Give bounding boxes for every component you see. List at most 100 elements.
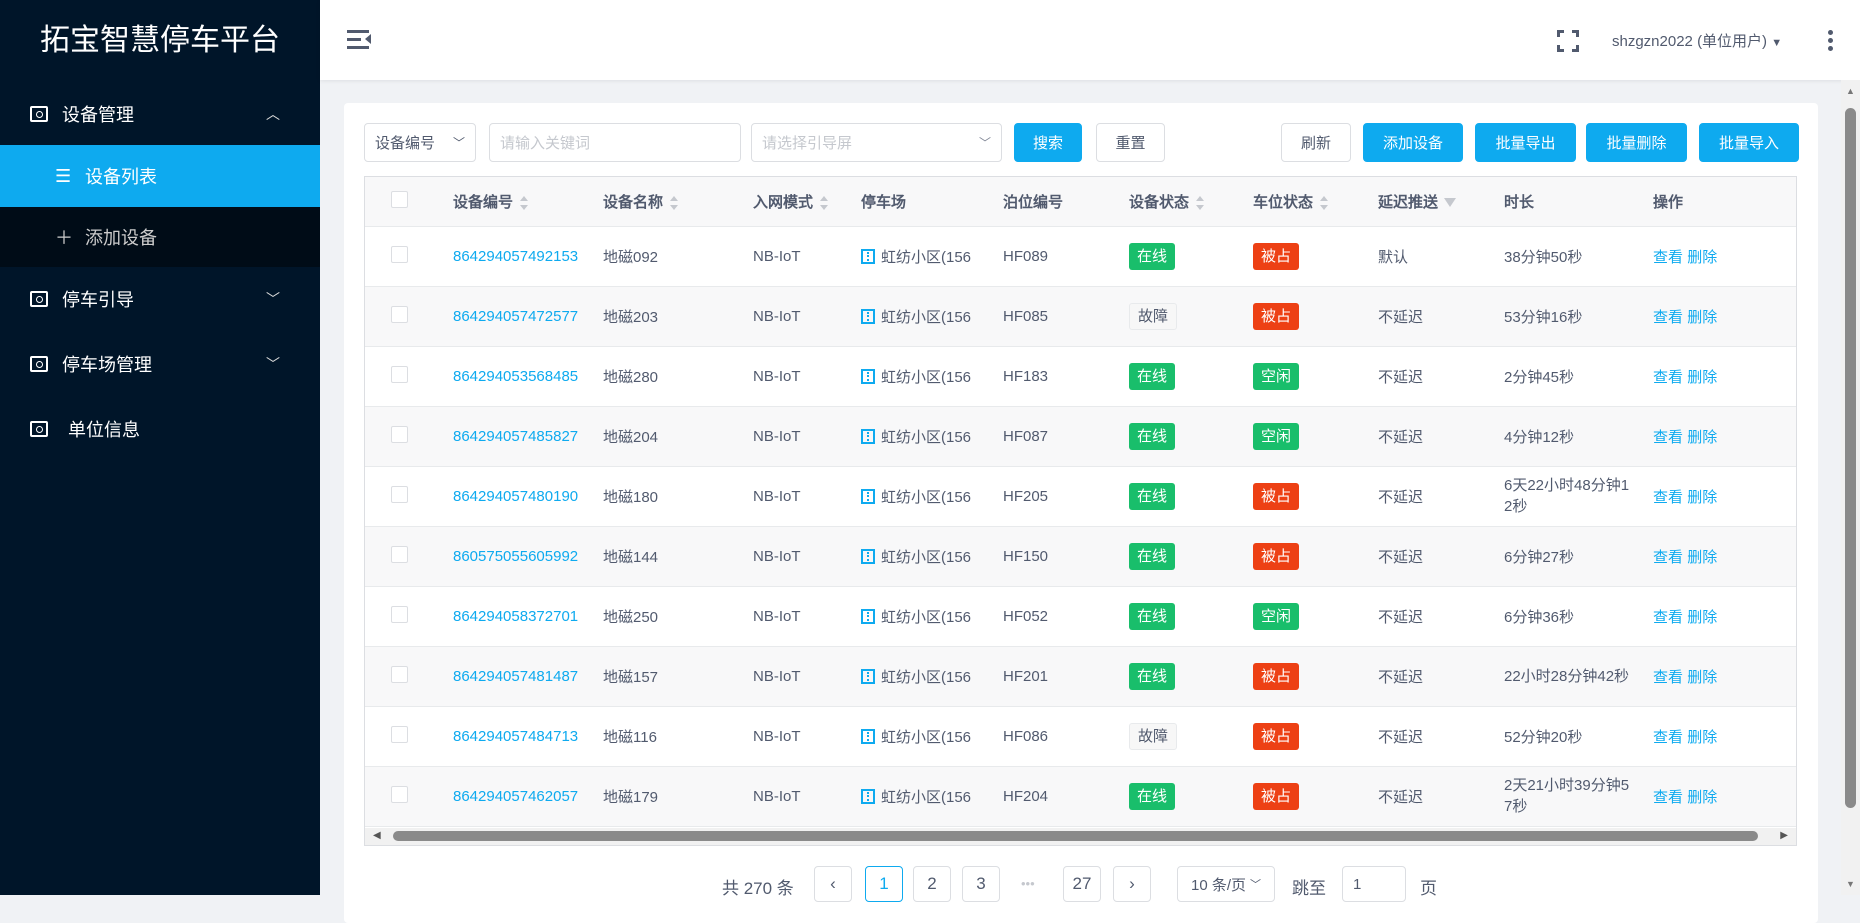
view-link[interactable]: 查看 xyxy=(1653,548,1684,566)
device-id-link[interactable]: 864294057481487 xyxy=(453,667,579,685)
device-id-link[interactable]: 864294057472577 xyxy=(453,307,579,325)
device-id-link[interactable]: 864294057462057 xyxy=(453,787,579,805)
column-header[interactable]: 入网模式 xyxy=(741,177,849,227)
search-button[interactable]: 搜索 xyxy=(1014,123,1082,162)
device-id-link[interactable]: 864294057485827 xyxy=(453,427,579,445)
scrollbar-thumb[interactable] xyxy=(1845,108,1856,808)
menu-device-management[interactable]: 设备管理 ︿ xyxy=(0,83,320,145)
row-checkbox[interactable] xyxy=(391,425,408,443)
menu-parking-lot-management[interactable]: 停车场管理 ﹀ xyxy=(0,333,320,395)
next-page-button[interactable]: › xyxy=(1113,866,1151,902)
row-checkbox[interactable] xyxy=(391,725,408,743)
scroll-up-icon[interactable]: ▲ xyxy=(1846,86,1855,96)
horizontal-scrollbar[interactable]: ◀ ▶ xyxy=(365,828,1796,845)
delete-link[interactable]: 删除 xyxy=(1687,608,1718,626)
page-button[interactable]: 2 xyxy=(913,866,951,902)
view-link[interactable]: 查看 xyxy=(1653,248,1684,266)
sort-icon[interactable] xyxy=(520,195,529,210)
vertical-scrollbar[interactable]: ▲ ▼ xyxy=(1841,80,1860,895)
sort-icon[interactable] xyxy=(820,195,829,210)
row-checkbox[interactable] xyxy=(391,365,408,383)
filter-icon[interactable] xyxy=(1444,198,1457,208)
chevron-down-icon: ﹀ xyxy=(266,291,280,307)
duration-cell: 22小时28分钟42秒 xyxy=(1492,646,1641,707)
batch-delete-button[interactable]: 批量删除 xyxy=(1586,123,1687,162)
page-button[interactable]: 27 xyxy=(1063,866,1101,902)
column-label: 泊位编号 xyxy=(1003,193,1064,211)
refresh-button[interactable]: 刷新 xyxy=(1281,123,1351,162)
parking-lot-cell: 虹纺小区(156 xyxy=(849,646,991,707)
row-checkbox[interactable] xyxy=(391,305,408,323)
column-header[interactable]: 设备编号 xyxy=(441,177,591,227)
page-button[interactable]: 3 xyxy=(962,866,1000,902)
view-link[interactable]: 查看 xyxy=(1653,308,1684,326)
column-header[interactable]: 设备名称 xyxy=(591,177,741,227)
user-menu[interactable]: shzgzn2022 (单位用户) ▼ xyxy=(1612,30,1782,51)
delete-link[interactable]: 删除 xyxy=(1687,308,1718,326)
menu-unit-info[interactable]: 单位信息 xyxy=(0,398,320,460)
select-all-checkbox[interactable] xyxy=(391,190,408,208)
sort-icon[interactable] xyxy=(1196,195,1205,210)
fullscreen-icon[interactable] xyxy=(1557,30,1579,52)
delete-link[interactable]: 删除 xyxy=(1687,368,1718,386)
view-link[interactable]: 查看 xyxy=(1653,728,1684,746)
sort-icon[interactable] xyxy=(670,195,679,210)
view-link[interactable]: 查看 xyxy=(1653,668,1684,686)
keyword-input[interactable]: 请输入关键词 xyxy=(489,123,741,162)
view-link[interactable]: 查看 xyxy=(1653,488,1684,506)
device-id-link[interactable]: 864294058372701 xyxy=(453,607,579,625)
menu-collapse-icon[interactable] xyxy=(347,28,371,50)
device-id-link[interactable]: 864294057492153 xyxy=(453,247,579,265)
menu-device-list[interactable]: ☰ 设备列表 xyxy=(0,145,320,207)
scroll-down-icon[interactable]: ▼ xyxy=(1846,879,1855,889)
jump-page-input[interactable]: 1 xyxy=(1342,866,1406,902)
row-checkbox[interactable] xyxy=(391,245,408,263)
add-device-button[interactable]: 添加设备 xyxy=(1363,123,1463,162)
device-status-badge: 在线 xyxy=(1129,782,1176,810)
batch-import-button[interactable]: 批量导入 xyxy=(1699,123,1799,162)
more-icon[interactable] xyxy=(1828,30,1833,54)
delete-link[interactable]: 删除 xyxy=(1687,668,1718,686)
delete-link[interactable]: 删除 xyxy=(1687,428,1718,446)
device-id-link[interactable]: 864294057484713 xyxy=(453,727,579,745)
chevron-down-icon: ﹀ xyxy=(978,136,991,150)
view-link[interactable]: 查看 xyxy=(1653,788,1684,806)
guide-screen-select[interactable]: 请选择引导屏 ﹀ xyxy=(751,123,1002,162)
view-link[interactable]: 查看 xyxy=(1653,428,1684,446)
table-cell: 地磁250 xyxy=(591,586,741,647)
field-select[interactable]: 设备编号 ﹀ xyxy=(364,123,476,162)
delete-link[interactable]: 删除 xyxy=(1687,548,1718,566)
sort-icon[interactable] xyxy=(1320,195,1329,210)
row-checkbox[interactable] xyxy=(391,545,408,563)
parking-lot-name: 虹纺小区(156 xyxy=(881,428,972,446)
device-id-link[interactable]: 860575055605992 xyxy=(453,547,579,565)
column-header[interactable]: 车位状态 xyxy=(1241,177,1366,227)
prev-page-button[interactable]: ‹ xyxy=(814,866,852,902)
device-id-link[interactable]: 864294053568485 xyxy=(453,367,579,385)
device-status-badge: 在线 xyxy=(1129,242,1176,270)
scroll-right-icon[interactable]: ▶ xyxy=(1780,830,1788,841)
column-header[interactable]: 设备状态 xyxy=(1117,177,1241,227)
row-checkbox[interactable] xyxy=(391,485,408,503)
row-checkbox[interactable] xyxy=(391,605,408,623)
column-header: 操作 xyxy=(1641,177,1796,227)
batch-export-button[interactable]: 批量导出 xyxy=(1475,123,1576,162)
scroll-left-icon[interactable]: ◀ xyxy=(373,830,381,841)
parking-lot-cell: 虹纺小区(156 xyxy=(849,706,991,767)
view-link[interactable]: 查看 xyxy=(1653,608,1684,626)
device-status-cell: 在线 xyxy=(1117,526,1241,587)
page-button[interactable]: 1 xyxy=(865,866,903,902)
scrollbar-thumb[interactable] xyxy=(393,831,1758,841)
menu-add-device[interactable]: ＋ 添加设备 xyxy=(0,207,320,267)
device-id-link[interactable]: 864294057480190 xyxy=(453,487,579,505)
view-link[interactable]: 查看 xyxy=(1653,368,1684,386)
menu-parking-guide[interactable]: 停车引导 ﹀ xyxy=(0,268,320,330)
row-checkbox[interactable] xyxy=(391,785,408,803)
reset-button[interactable]: 重置 xyxy=(1096,123,1165,162)
delete-link[interactable]: 删除 xyxy=(1687,788,1718,806)
delete-link[interactable]: 删除 xyxy=(1687,488,1718,506)
page-size-select[interactable]: 10 条/页 ﹀ xyxy=(1177,866,1275,902)
delete-link[interactable]: 删除 xyxy=(1687,248,1718,266)
delete-link[interactable]: 删除 xyxy=(1687,728,1718,746)
row-checkbox[interactable] xyxy=(391,665,408,683)
